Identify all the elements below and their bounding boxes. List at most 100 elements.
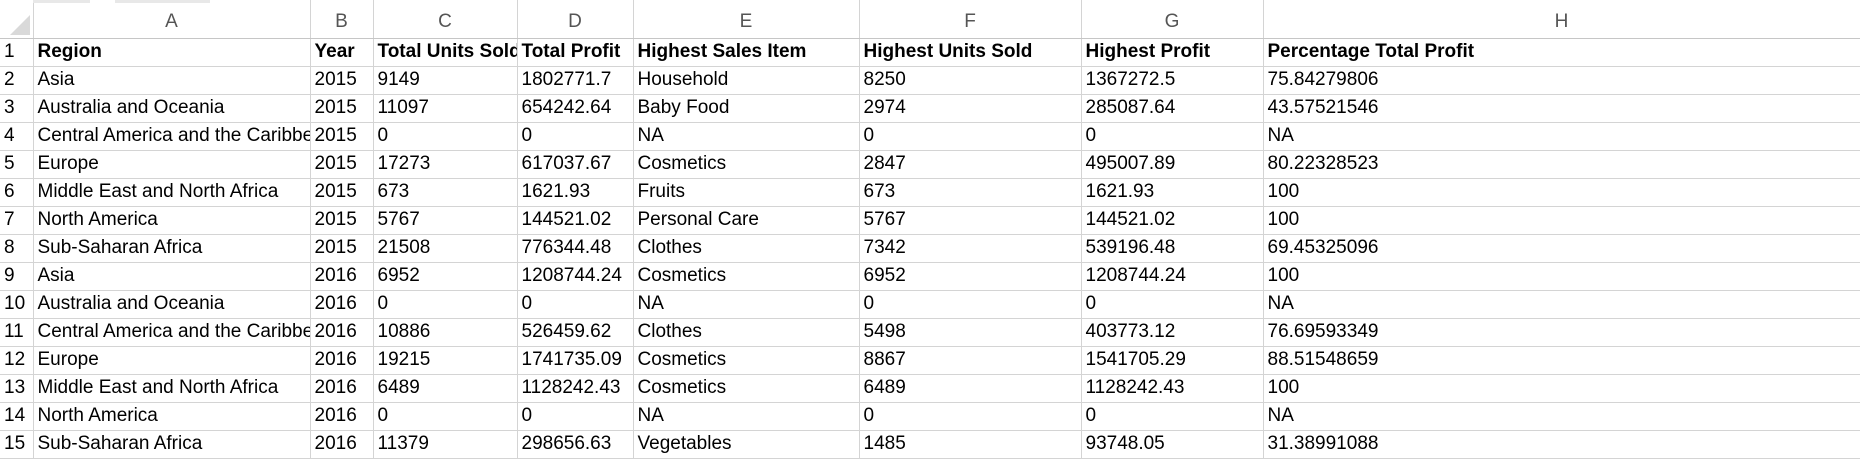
cell[interactable]: Sub-Saharan Africa (33, 430, 311, 459)
cell[interactable]: 1367272.5 (1081, 66, 1264, 95)
cell[interactable]: 673 (373, 178, 518, 207)
cell[interactable]: 495007.89 (1081, 150, 1264, 179)
cell[interactable]: Middle East and North Africa (33, 178, 311, 207)
cell[interactable]: Fruits (633, 178, 860, 207)
row-number[interactable]: 11 (0, 318, 34, 347)
row-number[interactable]: 15 (0, 430, 34, 459)
cell[interactable]: 6952 (859, 262, 1082, 291)
cell[interactable]: 0 (859, 122, 1082, 151)
header-cell[interactable]: Highest Units Sold (859, 38, 1082, 67)
row-number[interactable]: 14 (0, 402, 34, 431)
row-number[interactable]: 8 (0, 234, 34, 263)
header-cell[interactable]: Region (33, 38, 311, 67)
header-cell[interactable]: Total Units Sold (373, 38, 518, 67)
row-number[interactable]: 10 (0, 290, 34, 319)
row-number[interactable]: 2 (0, 66, 34, 95)
cell[interactable]: 0 (373, 402, 518, 431)
column-header-f[interactable]: F (859, 0, 1082, 39)
cell[interactable]: Central America and the Caribbean (33, 318, 311, 347)
cell[interactable]: 2016 (310, 402, 374, 431)
cell[interactable]: North America (33, 402, 311, 431)
cell[interactable]: 93748.05 (1081, 430, 1264, 459)
cell[interactable]: 0 (1081, 122, 1264, 151)
cell[interactable]: 2016 (310, 346, 374, 375)
cell[interactable]: 1541705.29 (1081, 346, 1264, 375)
cell[interactable]: 0 (373, 122, 518, 151)
cell[interactable]: 88.51548659 (1263, 346, 1860, 375)
cell[interactable]: NA (633, 290, 860, 319)
cell[interactable]: 0 (1081, 402, 1264, 431)
cell[interactable]: Baby Food (633, 94, 860, 123)
cell[interactable]: 0 (517, 402, 634, 431)
column-header-d[interactable]: D (517, 0, 634, 39)
cell[interactable]: Vegetables (633, 430, 860, 459)
cell[interactable]: 673 (859, 178, 1082, 207)
cell[interactable]: 2016 (310, 374, 374, 403)
cell[interactable]: NA (1263, 402, 1860, 431)
cell[interactable]: Household (633, 66, 860, 95)
cell[interactable]: Personal Care (633, 206, 860, 235)
cell[interactable]: North America (33, 206, 311, 235)
cell[interactable]: 2847 (859, 150, 1082, 179)
cell[interactable]: Europe (33, 346, 311, 375)
cell[interactable]: 144521.02 (1081, 206, 1264, 235)
select-all-corner[interactable] (0, 0, 34, 39)
cell[interactable]: 31.38991088 (1263, 430, 1860, 459)
row-number[interactable]: 13 (0, 374, 34, 403)
header-cell[interactable]: Percentage Total Profit (1263, 38, 1860, 67)
cell[interactable]: 2015 (310, 122, 374, 151)
cell[interactable]: 21508 (373, 234, 518, 263)
cell[interactable]: 100 (1263, 262, 1860, 291)
row-number[interactable]: 3 (0, 94, 34, 123)
cell[interactable]: 1128242.43 (1081, 374, 1264, 403)
column-header-b[interactable]: B (310, 0, 374, 39)
cell[interactable]: 1621.93 (517, 178, 634, 207)
row-number[interactable]: 6 (0, 178, 34, 207)
row-number[interactable]: 4 (0, 122, 34, 151)
cell[interactable]: Cosmetics (633, 150, 860, 179)
cell[interactable]: 539196.48 (1081, 234, 1264, 263)
cell[interactable]: 1802771.7 (517, 66, 634, 95)
row-number[interactable]: 12 (0, 346, 34, 375)
cell[interactable]: Clothes (633, 234, 860, 263)
cell[interactable]: 19215 (373, 346, 518, 375)
cell[interactable]: 2015 (310, 150, 374, 179)
cell[interactable]: 2015 (310, 66, 374, 95)
cell[interactable]: 1485 (859, 430, 1082, 459)
cell[interactable]: 617037.67 (517, 150, 634, 179)
cell[interactable]: 0 (373, 290, 518, 319)
cell[interactable]: 298656.63 (517, 430, 634, 459)
header-cell[interactable]: Total Profit (517, 38, 634, 67)
cell[interactable]: 0 (517, 290, 634, 319)
header-cell[interactable]: Highest Sales Item (633, 38, 860, 67)
cell[interactable]: 2016 (310, 262, 374, 291)
cell[interactable]: 9149 (373, 66, 518, 95)
cell[interactable]: 75.84279806 (1263, 66, 1860, 95)
cell[interactable]: 2015 (310, 178, 374, 207)
cell[interactable]: Asia (33, 262, 311, 291)
column-header-c[interactable]: C (373, 0, 518, 39)
cell[interactable]: 1621.93 (1081, 178, 1264, 207)
cell[interactable]: 69.45325096 (1263, 234, 1860, 263)
header-cell[interactable]: Highest Profit (1081, 38, 1264, 67)
cell[interactable]: 11379 (373, 430, 518, 459)
cell[interactable]: 100 (1263, 374, 1860, 403)
cell[interactable]: 10886 (373, 318, 518, 347)
cell[interactable]: 2016 (310, 290, 374, 319)
cell[interactable]: 100 (1263, 206, 1860, 235)
column-header-h[interactable]: H (1263, 0, 1860, 39)
cell[interactable]: 0 (859, 290, 1082, 319)
row-number[interactable]: 5 (0, 150, 34, 179)
cell[interactable]: 17273 (373, 150, 518, 179)
cell[interactable]: 6489 (373, 374, 518, 403)
cell[interactable]: 2016 (310, 430, 374, 459)
cell[interactable]: Cosmetics (633, 374, 860, 403)
cell[interactable]: Cosmetics (633, 262, 860, 291)
row-number[interactable]: 9 (0, 262, 34, 291)
cell[interactable]: 8867 (859, 346, 1082, 375)
cell[interactable]: 2015 (310, 206, 374, 235)
cell[interactable]: 76.69593349 (1263, 318, 1860, 347)
cell[interactable]: Middle East and North Africa (33, 374, 311, 403)
cell[interactable]: 5767 (859, 206, 1082, 235)
cell[interactable]: NA (1263, 122, 1860, 151)
